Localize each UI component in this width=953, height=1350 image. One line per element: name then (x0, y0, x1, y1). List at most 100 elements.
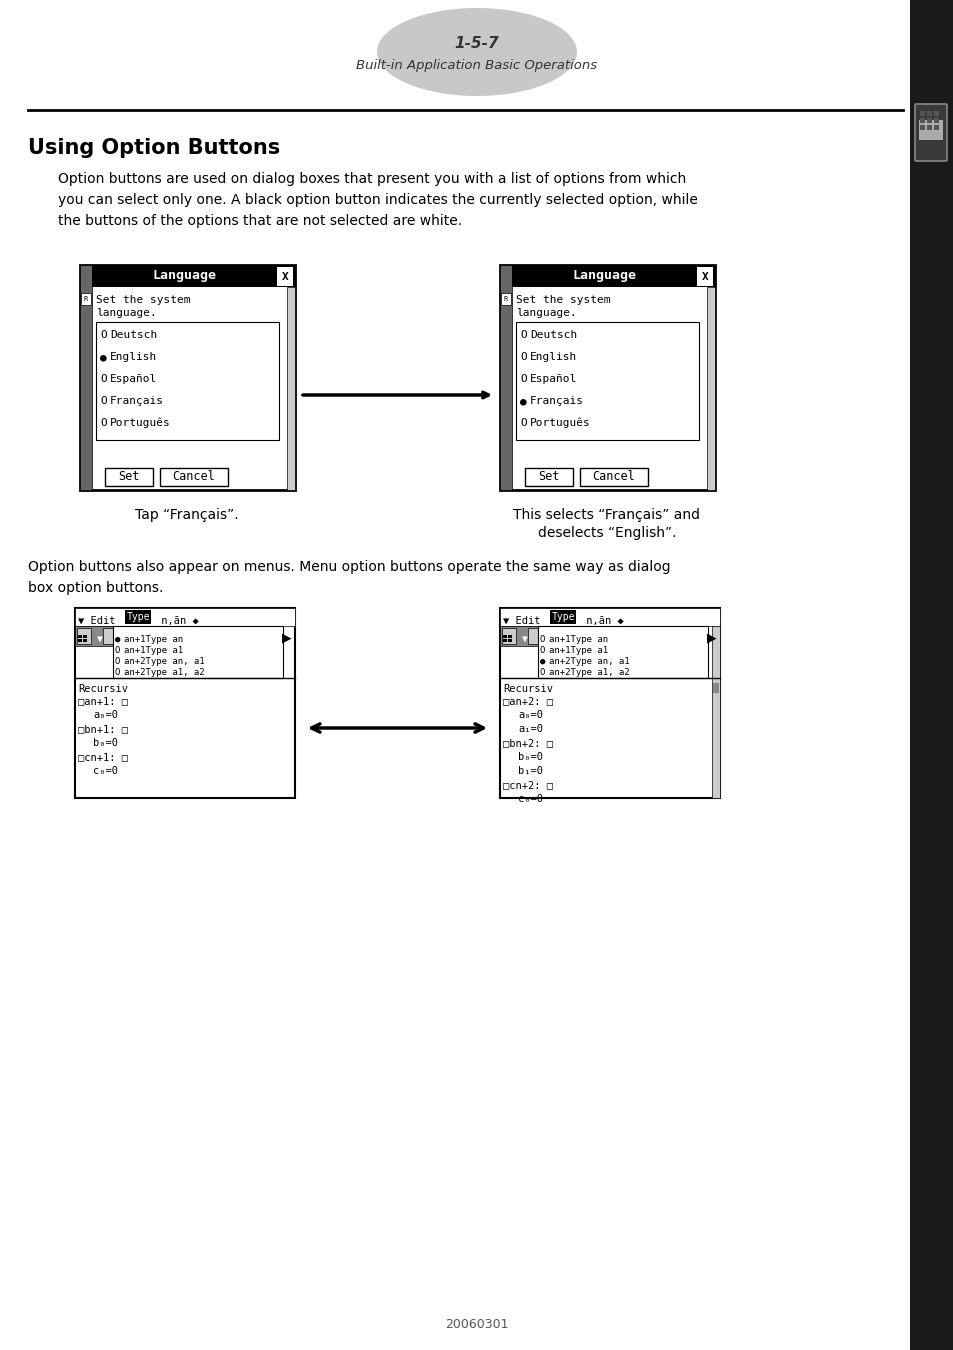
Bar (507, 634, 512, 639)
Bar (125, 610, 151, 624)
Text: an+2Type a1, a2: an+2Type a1, a2 (124, 668, 204, 676)
Text: the buttons of the options that are not selected are white.: the buttons of the options that are not … (58, 215, 461, 228)
Bar (706, 288, 714, 490)
Text: O: O (519, 374, 526, 383)
Text: □an+2: □: □an+2: □ (502, 697, 553, 706)
Text: box option buttons.: box option buttons. (28, 580, 163, 595)
Text: language.: language. (516, 308, 577, 319)
Text: Type: Type (551, 612, 574, 622)
Text: an+2Type an, a1: an+2Type an, a1 (124, 657, 204, 666)
Bar (550, 610, 576, 624)
Bar (83, 639, 87, 643)
Text: ▶: ▶ (706, 632, 716, 644)
Text: O: O (115, 657, 120, 666)
Text: 20060301: 20060301 (445, 1319, 508, 1331)
Text: a₀=0: a₀=0 (517, 710, 542, 720)
Text: 1-5-7: 1-5-7 (455, 35, 498, 50)
Bar (96, 323, 278, 440)
Bar (527, 628, 537, 644)
Bar (75, 608, 294, 798)
Text: ▼: ▼ (521, 634, 527, 644)
Text: b₀=0: b₀=0 (92, 738, 118, 748)
Bar (276, 267, 293, 286)
Text: a₁=0: a₁=0 (517, 724, 542, 734)
Text: O: O (539, 668, 545, 676)
Text: This selects “Français” and: This selects “Français” and (513, 508, 700, 522)
Text: Language: Language (152, 270, 216, 282)
Bar (499, 265, 512, 490)
Text: Recursiv: Recursiv (502, 684, 553, 694)
Bar (919, 117, 924, 123)
Bar (500, 293, 511, 305)
Text: ▼ Edit: ▼ Edit (78, 616, 122, 626)
Text: □bn+1: □: □bn+1: □ (78, 724, 128, 734)
Text: O: O (115, 647, 120, 655)
Text: O: O (100, 329, 107, 340)
FancyBboxPatch shape (914, 104, 946, 161)
Text: Deutsch: Deutsch (530, 329, 577, 340)
Bar (502, 634, 506, 639)
Text: Set: Set (118, 471, 139, 483)
Text: Deutsch: Deutsch (110, 329, 157, 340)
Bar (524, 468, 573, 486)
Text: Cancel: Cancel (172, 471, 215, 483)
Bar (918, 120, 942, 140)
Text: O: O (519, 418, 526, 428)
Text: ●: ● (519, 396, 526, 406)
Text: □bn+2: □: □bn+2: □ (502, 738, 553, 748)
Bar (512, 265, 714, 288)
Bar (160, 468, 228, 486)
Text: b₁=0: b₁=0 (517, 765, 542, 776)
Text: Language: Language (572, 270, 636, 282)
Text: X: X (281, 271, 288, 282)
Bar (75, 626, 112, 647)
Ellipse shape (376, 8, 577, 96)
Bar (80, 265, 294, 490)
Text: Set: Set (537, 471, 559, 483)
Text: English: English (530, 352, 577, 362)
Text: Português: Português (530, 418, 590, 428)
Text: you can select only one. A black option button indicates the currently selected : you can select only one. A black option … (58, 193, 698, 207)
Text: O: O (539, 647, 545, 655)
Bar (579, 468, 647, 486)
Text: c₀=0: c₀=0 (517, 794, 542, 805)
Bar (499, 608, 720, 626)
Text: ●: ● (539, 657, 545, 666)
Bar (80, 265, 91, 490)
Text: □an+1: □: □an+1: □ (78, 697, 128, 706)
Bar (499, 626, 537, 647)
Bar (105, 468, 152, 486)
Text: an+1Type an: an+1Type an (124, 634, 183, 644)
Bar (926, 111, 931, 116)
Bar (502, 639, 506, 643)
Bar (933, 126, 938, 130)
Text: English: English (110, 352, 157, 362)
Text: O: O (100, 374, 107, 383)
Bar (501, 628, 516, 644)
Text: ▼: ▼ (97, 634, 103, 644)
Text: Français: Français (530, 396, 583, 406)
Bar (81, 293, 91, 305)
Text: ●: ● (115, 634, 120, 644)
Text: an+1Type an: an+1Type an (548, 634, 607, 644)
Bar (712, 683, 719, 693)
Text: Français: Français (110, 396, 164, 406)
Text: Cancel: Cancel (592, 471, 635, 483)
Text: a₀=0: a₀=0 (92, 710, 118, 720)
Text: deselects “English”.: deselects “English”. (537, 526, 676, 540)
Text: language.: language. (96, 308, 156, 319)
Text: an+2Type an, a1: an+2Type an, a1 (548, 657, 629, 666)
Bar (516, 323, 699, 440)
Text: O: O (100, 418, 107, 428)
Text: Recursiv: Recursiv (78, 684, 128, 694)
Bar (287, 288, 294, 490)
Text: Español: Español (110, 374, 157, 383)
Bar (112, 626, 283, 678)
Bar (697, 267, 712, 286)
Bar (933, 111, 938, 116)
Text: Type: Type (126, 612, 150, 622)
Bar (919, 126, 924, 130)
Text: O: O (519, 352, 526, 362)
Text: Português: Português (110, 418, 171, 428)
Text: Set the system: Set the system (96, 296, 191, 305)
